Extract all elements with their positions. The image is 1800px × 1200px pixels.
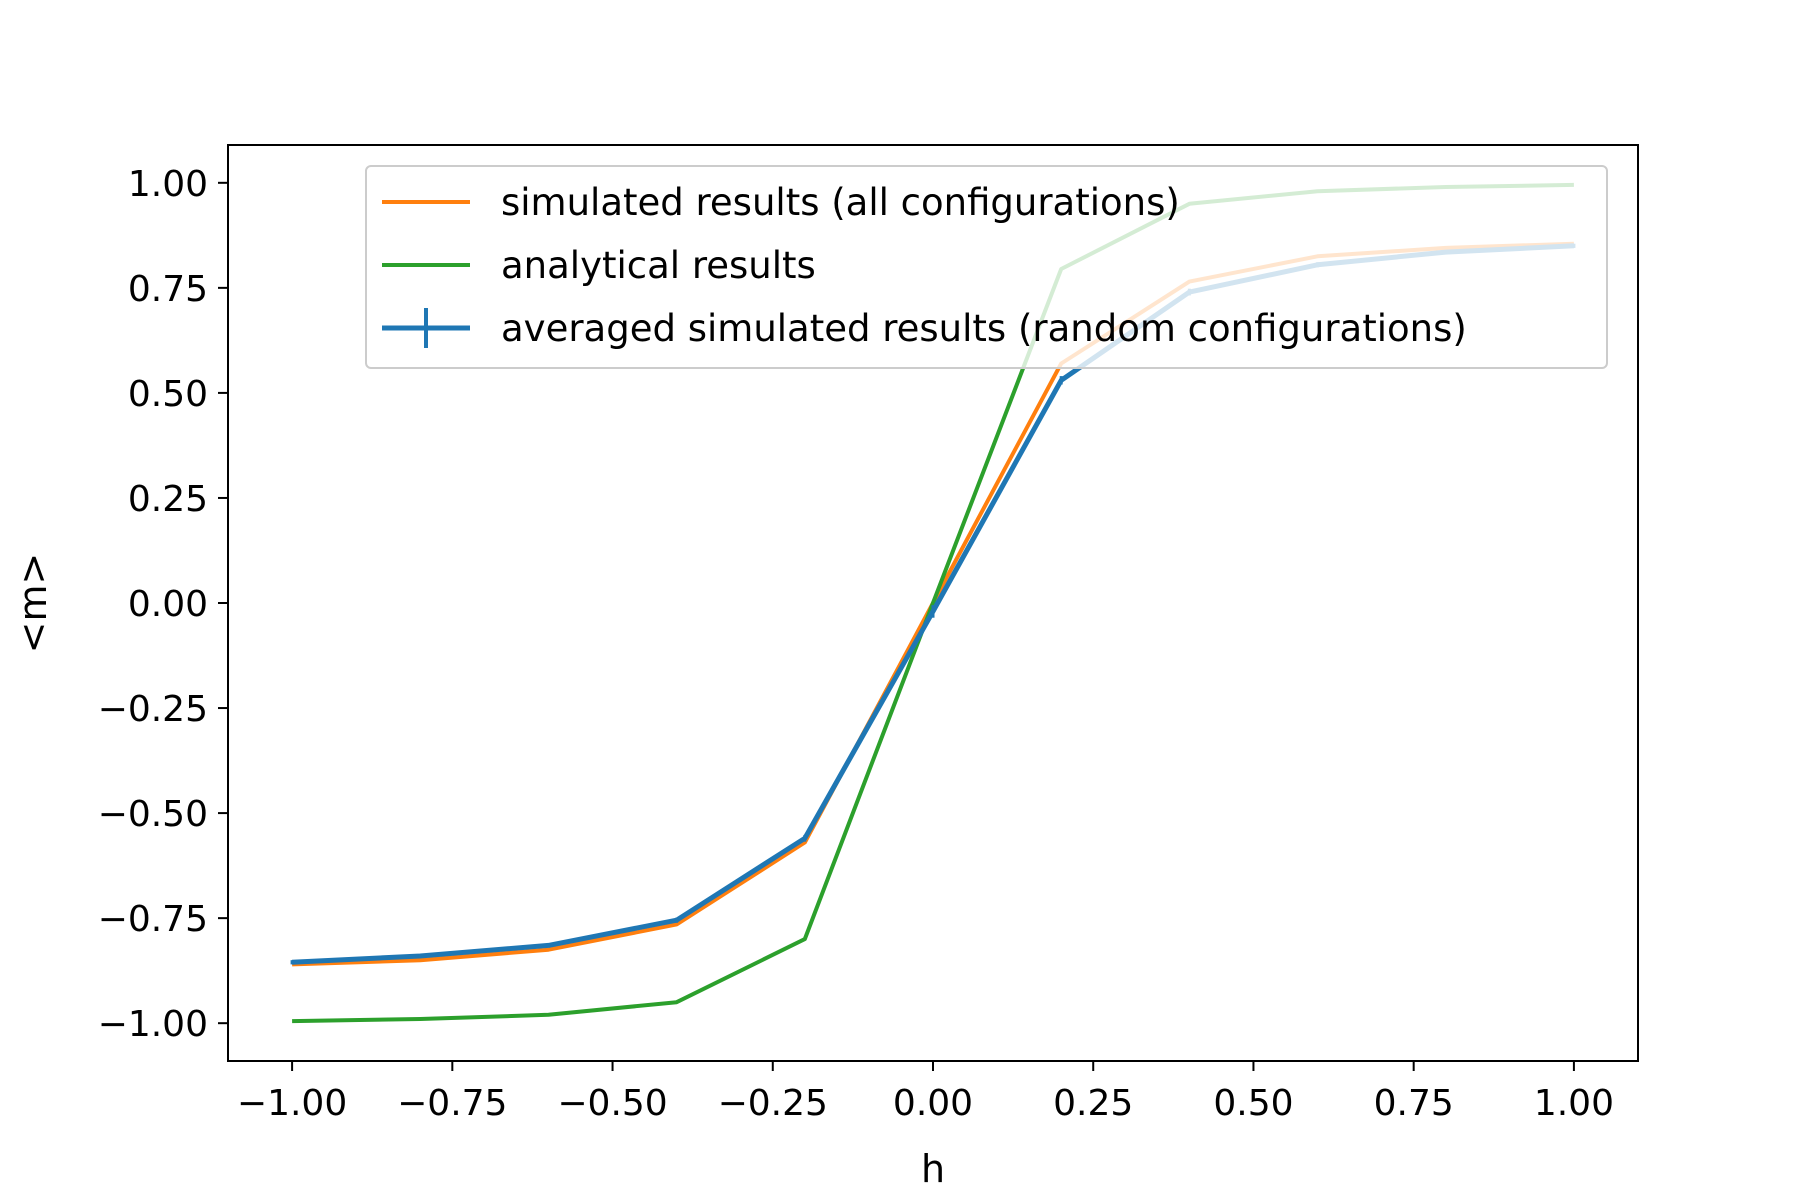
x-axis-ticks: −1.00 −0.75 −0.50 −0.25 0.00 0.25 0.50 0.75 1.00 (237, 1061, 1614, 1124)
x-tick-label: 1.00 (1534, 1083, 1614, 1124)
y-axis-ticks: −1.00 −0.75 −0.50 −0.25 0.00 0.25 0.50 0.75 1.00 (98, 164, 228, 1045)
y-tick-label: 0.50 (128, 374, 208, 415)
x-tick-label: 0.25 (1053, 1083, 1133, 1124)
x-tick-label: −0.75 (397, 1083, 507, 1124)
x-axis-label: h (921, 1147, 945, 1191)
legend-label-1: analytical results (501, 244, 816, 287)
legend: simulated results (all configurations) an… (365, 165, 1608, 369)
legend-box (365, 165, 1608, 369)
x-tick-label: −0.50 (557, 1083, 667, 1124)
y-tick-label: 1.00 (128, 164, 208, 205)
legend-label-2: averaged simulated results (random confi… (501, 307, 1467, 350)
y-tick-label: 0.75 (128, 269, 208, 310)
y-tick-label: −0.50 (98, 794, 208, 835)
x-tick-label: 0.75 (1374, 1083, 1454, 1124)
legend-label-0: simulated results (all configurations) (501, 181, 1180, 224)
y-axis-label: <m> (11, 553, 55, 654)
y-tick-label: 0.25 (128, 479, 208, 520)
y-tick-label: 0.00 (128, 584, 208, 625)
x-tick-label: 0.00 (893, 1083, 973, 1124)
y-tick-label: −1.00 (98, 1004, 208, 1045)
x-tick-label: −0.25 (718, 1083, 828, 1124)
x-tick-label: 0.50 (1213, 1083, 1293, 1124)
x-tick-label: −1.00 (237, 1083, 347, 1124)
y-tick-label: −0.75 (98, 899, 208, 940)
y-tick-label: −0.25 (98, 689, 208, 730)
